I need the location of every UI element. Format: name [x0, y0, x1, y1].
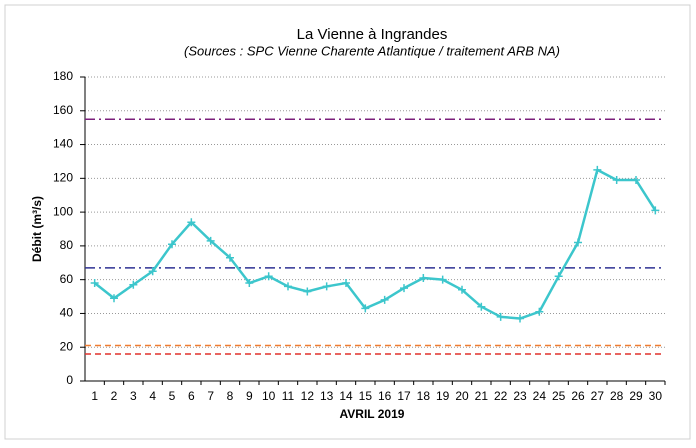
- x-tick-label: 19: [436, 389, 450, 403]
- data-point: [651, 206, 660, 215]
- data-point: [438, 275, 447, 284]
- data-point: [187, 218, 196, 227]
- x-tick-label: 23: [513, 389, 527, 403]
- chart-subtitle: (Sources : SPC Vienne Charente Atlantiqu…: [184, 43, 560, 58]
- y-tick-label: 160: [53, 103, 73, 117]
- x-tick-label: 4: [149, 389, 156, 403]
- data-line: [93, 168, 657, 320]
- data-point: [593, 165, 602, 174]
- data-point: [226, 253, 234, 262]
- x-tick-label: 21: [475, 389, 489, 403]
- x-tick-label: 7: [207, 389, 214, 403]
- x-tick-label: 13: [320, 389, 334, 403]
- data-point: [90, 279, 99, 288]
- data-point: [206, 236, 215, 245]
- chart-frame: [4, 4, 691, 440]
- x-tick-label: 15: [359, 389, 373, 403]
- data-point: [574, 238, 582, 247]
- y-tick-label: 80: [60, 238, 74, 252]
- x-tick-label: 3: [130, 389, 137, 403]
- x-tick-label: 2: [111, 389, 118, 403]
- data-point: [496, 312, 505, 321]
- x-tick-label: 12: [301, 389, 315, 403]
- data-point: [516, 314, 524, 323]
- x-tick-label: 25: [552, 389, 566, 403]
- data-point: [535, 307, 544, 316]
- y-tick-label: 180: [53, 69, 73, 83]
- x-tick-label: 28: [610, 389, 624, 403]
- y-tick-label: 20: [60, 339, 74, 353]
- data-point: [342, 279, 350, 288]
- chart-title: La Vienne à Ingrandes: [297, 26, 448, 43]
- data-point: [458, 285, 466, 294]
- data-point: [245, 279, 254, 288]
- x-tick-label: 18: [417, 389, 431, 403]
- data-point: [361, 304, 370, 313]
- x-tick-label: 20: [455, 389, 469, 403]
- x-tick-label: 26: [571, 389, 585, 403]
- data-point: [303, 287, 312, 296]
- x-tick-label: 8: [227, 389, 234, 403]
- y-axis-title: Débit (m³/s): [30, 196, 44, 262]
- x-tick-label: 27: [591, 389, 605, 403]
- x-tick-label: 5: [169, 389, 176, 403]
- data-point: [419, 273, 428, 282]
- x-tick-label: 29: [629, 389, 643, 403]
- x-tick-label: 30: [649, 389, 663, 403]
- data-point: [554, 272, 563, 281]
- data-point: [632, 176, 640, 185]
- data-point: [400, 284, 408, 293]
- x-tick-label: 6: [188, 389, 195, 403]
- x-tick-label: 11: [282, 389, 295, 403]
- data-point: [477, 302, 486, 311]
- data-point: [148, 267, 157, 276]
- x-tick-label: 16: [378, 389, 392, 403]
- y-tick-label: 40: [60, 306, 74, 320]
- x-tick-label: 24: [533, 389, 547, 403]
- data-point: [612, 176, 621, 185]
- x-tick-label: 9: [246, 389, 253, 403]
- data-point: [129, 280, 138, 289]
- y-tick-label: 60: [60, 272, 74, 286]
- y-tick-label: 100: [53, 204, 73, 218]
- x-tick-label: 22: [494, 389, 508, 403]
- data-point: [168, 240, 176, 249]
- data-point: [110, 294, 118, 303]
- data-point: [284, 282, 292, 291]
- y-tick-label: 0: [66, 373, 73, 387]
- x-tick-label: 1: [91, 389, 98, 403]
- y-tick-label: 140: [53, 137, 73, 151]
- data-point: [322, 282, 331, 291]
- x-tick-label: 17: [397, 389, 411, 403]
- x-axis-title: AVRIL 2019: [340, 407, 405, 421]
- x-tick-label: 10: [262, 389, 276, 403]
- y-tick-label: 120: [53, 171, 73, 185]
- data-point: [264, 272, 273, 281]
- data-point: [380, 295, 389, 304]
- x-tick-label: 14: [339, 389, 353, 403]
